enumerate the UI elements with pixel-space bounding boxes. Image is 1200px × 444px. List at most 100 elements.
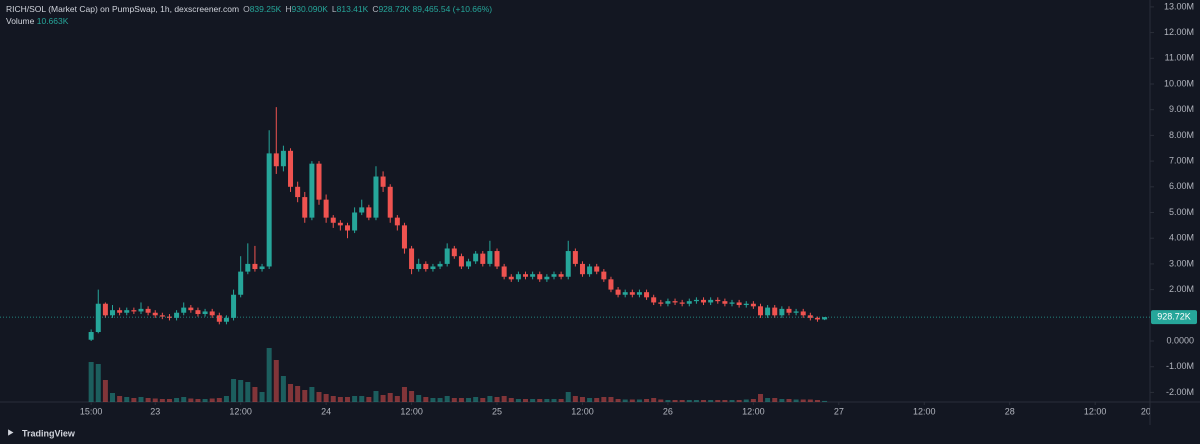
- change: 89,465.54 (+10.66%): [412, 4, 493, 14]
- ohlc-value: 813.41K: [336, 4, 369, 14]
- volume-bar: [380, 395, 386, 402]
- x-tick-label: 27: [834, 406, 844, 416]
- candle-body: [266, 153, 272, 267]
- candle-body: [558, 274, 564, 277]
- legend: RICH/SOL (Market Cap) on PumpSwap, 1h, d…: [6, 3, 492, 27]
- volume-bar: [95, 364, 101, 402]
- y-tick-label: -1.00M: [1166, 361, 1194, 371]
- volume-bar: [266, 348, 272, 402]
- last-price-tag: [1151, 310, 1197, 325]
- candle-body: [223, 317, 229, 322]
- candle-body: [337, 222, 343, 226]
- candle-body: [800, 311, 806, 316]
- volume-bar: [152, 398, 158, 402]
- candle-body: [494, 251, 500, 267]
- volume-bar: [273, 360, 279, 402]
- y-tick-label: -2.00M: [1166, 387, 1194, 397]
- candle-body: [466, 261, 472, 267]
- candle-body: [131, 310, 137, 312]
- candle-body: [729, 302, 735, 304]
- candle-body: [288, 150, 294, 187]
- last-price-label: 928.72K: [1157, 312, 1191, 322]
- candle-body: [344, 225, 350, 231]
- candle-body: [530, 274, 536, 277]
- volume-bar: [629, 399, 635, 402]
- candle-body: [295, 186, 301, 198]
- candle-body: [394, 217, 400, 226]
- candle-body: [159, 315, 165, 317]
- volume-bar: [793, 399, 799, 402]
- volume-bar: [750, 399, 756, 402]
- x-tick-label: 15:00: [80, 406, 103, 416]
- volume-bar: [166, 399, 172, 402]
- candle-body: [722, 301, 728, 304]
- volume-bar: [252, 387, 258, 402]
- candle-body: [280, 150, 286, 167]
- candle-body: [523, 274, 529, 277]
- volume-bar: [587, 398, 593, 402]
- volume-bar: [394, 396, 400, 402]
- time-axis: 15:00 23 12:00 24 12:00 25 12:00 26 12:00 27 12:00…: [80, 402, 1164, 416]
- volume-bar: [430, 398, 436, 402]
- volume-bar: [708, 400, 714, 402]
- volume-bar: [701, 400, 707, 402]
- candle-body: [814, 317, 820, 320]
- candle-body: [743, 303, 749, 306]
- candle-body: [380, 176, 386, 187]
- y-tick-label: 4.00M: [1169, 233, 1194, 243]
- candle-body: [401, 225, 407, 249]
- volume-bar: [579, 397, 585, 402]
- x-tick-label: 24: [321, 406, 331, 416]
- volume-bar: [572, 396, 578, 402]
- candle-body: [458, 256, 464, 267]
- candle-body: [579, 263, 585, 275]
- volume-bar: [131, 398, 137, 402]
- x-tick-label: 12:00: [913, 406, 936, 416]
- candle-body: [487, 251, 493, 264]
- volume-bar: [615, 399, 621, 402]
- volume-bar: [594, 398, 600, 402]
- candle-body: [352, 212, 358, 231]
- candle-body: [644, 292, 650, 298]
- candle-body: [252, 263, 258, 270]
- candle-body: [693, 299, 699, 302]
- candle-body: [715, 299, 721, 302]
- candle-body: [188, 307, 194, 311]
- plot: [0, 107, 1150, 402]
- candle-body: [323, 199, 329, 218]
- y-tick-label: 8.00M: [1169, 130, 1194, 140]
- volume-bar: [352, 396, 358, 402]
- candle-body: [366, 207, 372, 218]
- volume-bar: [729, 400, 735, 402]
- volume-bar: [337, 397, 343, 402]
- candle-body: [757, 306, 763, 316]
- ohlc-value: 930.090K: [291, 4, 328, 14]
- volume-bar: [181, 397, 187, 402]
- candle-body: [779, 308, 785, 316]
- candle-body: [565, 251, 571, 277]
- ohlc-key: C: [372, 4, 379, 14]
- volume-bar: [601, 397, 607, 402]
- candle-body: [622, 292, 628, 295]
- candle-body: [615, 289, 621, 295]
- ohlc-value: 839.25K: [249, 4, 282, 14]
- volume-bar: [344, 397, 350, 402]
- volume-bar: [259, 392, 265, 402]
- y-tick-label: 2.00M: [1169, 284, 1194, 294]
- volume-bar: [401, 387, 407, 402]
- y-tick-label: 0.0000: [1166, 335, 1194, 345]
- volume-bar: [715, 400, 721, 402]
- volume-bar: [644, 399, 650, 402]
- candle-body: [202, 311, 208, 315]
- candle-body: [750, 303, 756, 307]
- candle-body: [238, 271, 244, 295]
- volume-bar: [622, 399, 628, 402]
- volume-bar: [174, 398, 180, 402]
- volume-bar: [494, 397, 500, 402]
- x-tick-label: 20:00: [1141, 406, 1164, 416]
- x-tick-label: 12:00: [742, 406, 765, 416]
- x-tick-label: 28: [1005, 406, 1015, 416]
- candle-body: [152, 312, 158, 316]
- ohlc-key: O: [243, 4, 250, 14]
- candle-body: [551, 274, 557, 277]
